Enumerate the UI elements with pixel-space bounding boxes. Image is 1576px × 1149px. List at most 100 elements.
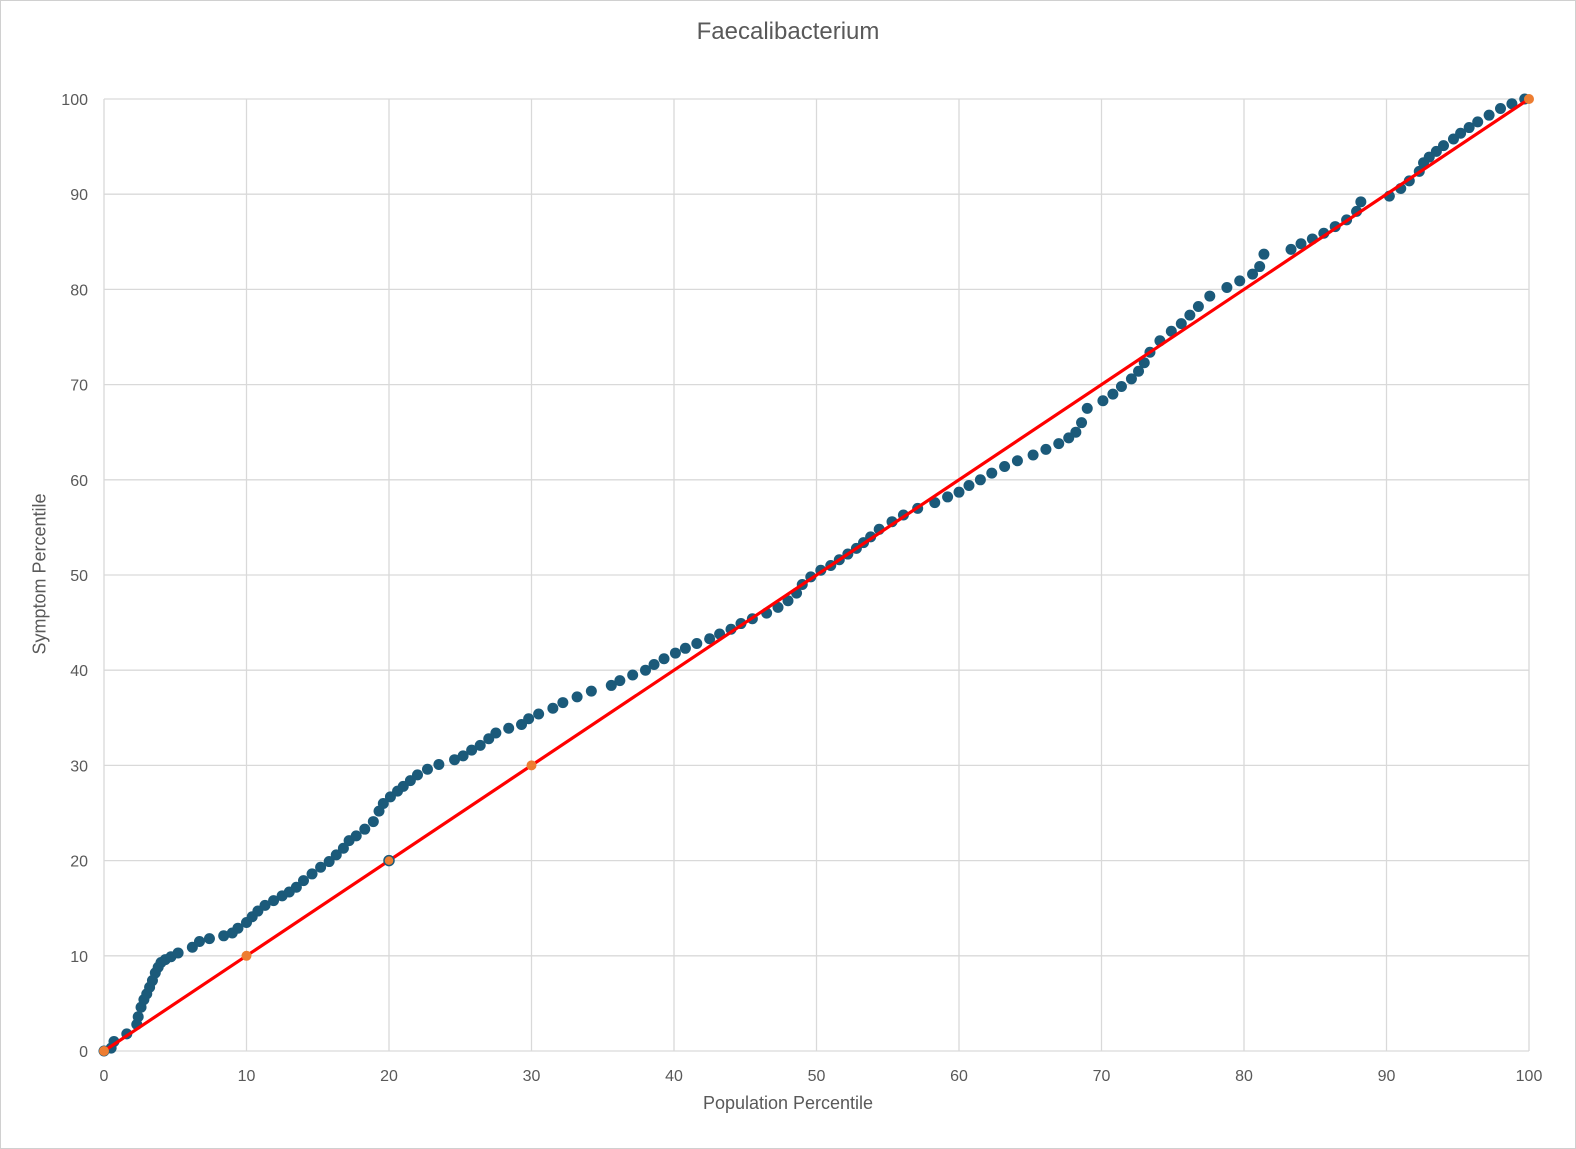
x-tick-label: 20 <box>380 1068 398 1085</box>
x-tick-label: 40 <box>665 1068 683 1085</box>
reference-marker <box>241 950 252 961</box>
reference-marker <box>383 854 395 867</box>
data-point <box>1455 127 1467 139</box>
data-point <box>457 750 469 762</box>
data-point <box>1234 275 1246 287</box>
data-point <box>1175 318 1187 330</box>
data-point <box>585 685 597 697</box>
y-tick-label: 10 <box>70 949 88 966</box>
data-point <box>1133 365 1145 377</box>
data-point <box>1040 443 1052 455</box>
data-point <box>433 758 445 770</box>
data-point <box>669 647 681 659</box>
reference-line-group <box>99 94 1534 1056</box>
data-point <box>533 708 545 720</box>
data-point <box>963 480 975 492</box>
data-point <box>1506 98 1518 110</box>
data-point <box>1285 243 1297 255</box>
x-tick-label: 0 <box>100 1068 109 1085</box>
data-point <box>679 642 691 654</box>
data-point <box>315 861 327 873</box>
data-point <box>268 895 280 907</box>
data-point <box>1115 381 1127 393</box>
data-point <box>782 595 794 607</box>
data-point <box>557 697 569 709</box>
data-point <box>1138 357 1150 369</box>
data-point <box>986 467 998 479</box>
data-point <box>1472 116 1484 128</box>
data-point <box>232 922 244 934</box>
data-point <box>648 658 660 670</box>
data-point <box>929 497 941 509</box>
reference-marker <box>526 760 537 771</box>
x-axis-title: Population Percentile <box>702 1093 874 1113</box>
data-point <box>377 797 389 809</box>
y-tick-label: 80 <box>70 282 88 299</box>
x-tick-label: 70 <box>1093 1068 1111 1085</box>
data-point <box>704 633 716 645</box>
data-point <box>1463 122 1475 134</box>
data-point <box>259 899 271 911</box>
data-point <box>1070 426 1082 438</box>
y-tick-label: 70 <box>70 378 88 395</box>
data-point <box>571 691 583 703</box>
y-tick-label: 20 <box>70 854 88 871</box>
data-point <box>1192 301 1204 313</box>
x-tick-label: 100 <box>1516 1068 1543 1085</box>
y-tick-label: 60 <box>70 473 88 490</box>
data-point <box>772 601 784 613</box>
data-point <box>132 1011 144 1023</box>
data-point <box>523 713 535 725</box>
data-point <box>1254 261 1266 273</box>
data-point <box>1438 140 1449 152</box>
data-point <box>203 933 215 945</box>
data-point <box>1076 417 1088 429</box>
data-point <box>640 664 651 676</box>
y-tick-label: 40 <box>70 663 88 680</box>
data-point <box>337 842 349 854</box>
data-point <box>359 823 371 835</box>
data-point <box>503 722 515 734</box>
data-point <box>691 638 703 650</box>
data-point <box>1483 109 1495 121</box>
data-point <box>1221 281 1233 293</box>
x-tick-label: 80 <box>1235 1068 1253 1085</box>
data-point <box>1053 438 1065 450</box>
x-tick-label: 50 <box>808 1068 826 1085</box>
data-point <box>1165 325 1177 337</box>
data-point <box>605 679 617 691</box>
data-point <box>1027 449 1039 461</box>
reference-marker <box>1524 94 1534 104</box>
data-point <box>490 727 502 739</box>
y-axis-ticks: 0 10 20 30 40 50 60 70 80 90 100 <box>61 92 88 1061</box>
y-tick-label: 90 <box>70 187 88 204</box>
x-axis-ticks: 0 10 20 30 40 50 60 70 80 90 100 <box>100 1068 1543 1085</box>
data-point <box>953 486 965 498</box>
data-point <box>1107 388 1119 400</box>
data-point <box>323 856 335 868</box>
data-point <box>367 816 379 828</box>
data-point <box>330 849 342 861</box>
data-point <box>412 769 423 781</box>
data-point <box>466 744 478 756</box>
x-tick-label: 60 <box>950 1068 968 1085</box>
reference-line <box>103 97 1530 1053</box>
reference-marker <box>99 1046 109 1056</box>
chart-title: Faecalibacterium <box>696 18 880 45</box>
data-point <box>1184 309 1196 321</box>
data-point <box>218 930 230 942</box>
data-point <box>942 491 954 503</box>
data-point <box>1258 248 1270 260</box>
data-point <box>193 936 205 948</box>
data-point <box>627 669 639 681</box>
data-point <box>350 830 362 842</box>
data-point <box>421 763 433 775</box>
data-point <box>172 947 184 959</box>
y-tick-label: 100 <box>61 92 88 109</box>
x-tick-label: 90 <box>1378 1068 1396 1085</box>
data-point <box>1204 290 1216 302</box>
data-point <box>999 460 1011 472</box>
gridlines <box>103 98 1530 1052</box>
data-point <box>474 739 486 751</box>
